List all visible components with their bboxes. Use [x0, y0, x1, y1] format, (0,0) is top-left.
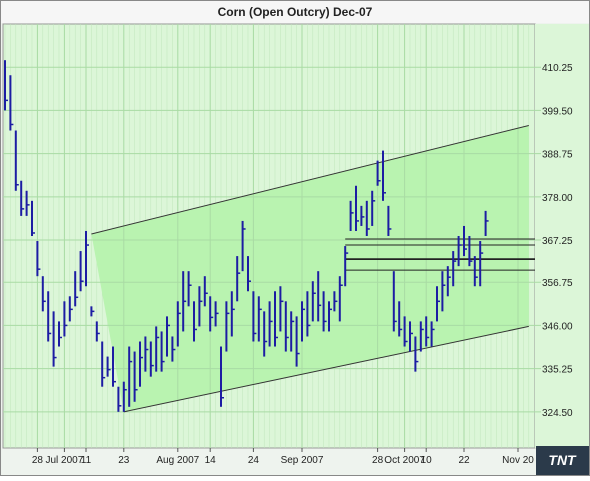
logo: TNT [548, 452, 577, 468]
y-tick-label: 367.25 [542, 236, 573, 247]
y-tick-label: 346.00 [542, 321, 573, 332]
x-tick-label: 10 [421, 455, 433, 466]
x-tick-label: 28 [32, 455, 44, 466]
x-tick-label: 11 [81, 455, 92, 466]
x-tick-label: Sep 2007 [281, 455, 324, 466]
x-tick-label: 14 [205, 455, 217, 466]
y-tick-label: 378.00 [542, 193, 573, 204]
x-tick-label: Nov 20 [502, 455, 534, 466]
y-tick-label: 388.75 [542, 150, 573, 161]
x-tick-label: 23 [118, 455, 130, 466]
y-tick-label: 410.25 [542, 63, 573, 74]
y-tick-label: 335.25 [542, 365, 573, 376]
x-tick-label: 24 [248, 455, 260, 466]
x-tick-label: 28 [372, 455, 384, 466]
x-tick-label: Aug 2007 [156, 455, 199, 466]
axis-background [535, 24, 589, 448]
title-bar [1, 1, 589, 23]
y-tick-label: 324.50 [542, 408, 573, 419]
trendline [91, 124, 529, 235]
logo-box [536, 446, 589, 475]
x-tick-label: Jul 2007 [45, 455, 83, 466]
y-tick-label: 356.75 [542, 278, 573, 289]
plot-area: 324.50 335.25 346.00 356.75 367.25 378.00 388.… [2, 23, 589, 466]
trendline [123, 325, 529, 413]
y-tick-label: 399.50 [542, 106, 573, 117]
chart-title: Corn (Open Outcry) Dec-07 [218, 5, 373, 19]
x-tick-label: 22 [458, 455, 470, 466]
x-tick-label: Oct 2007 [384, 455, 425, 466]
